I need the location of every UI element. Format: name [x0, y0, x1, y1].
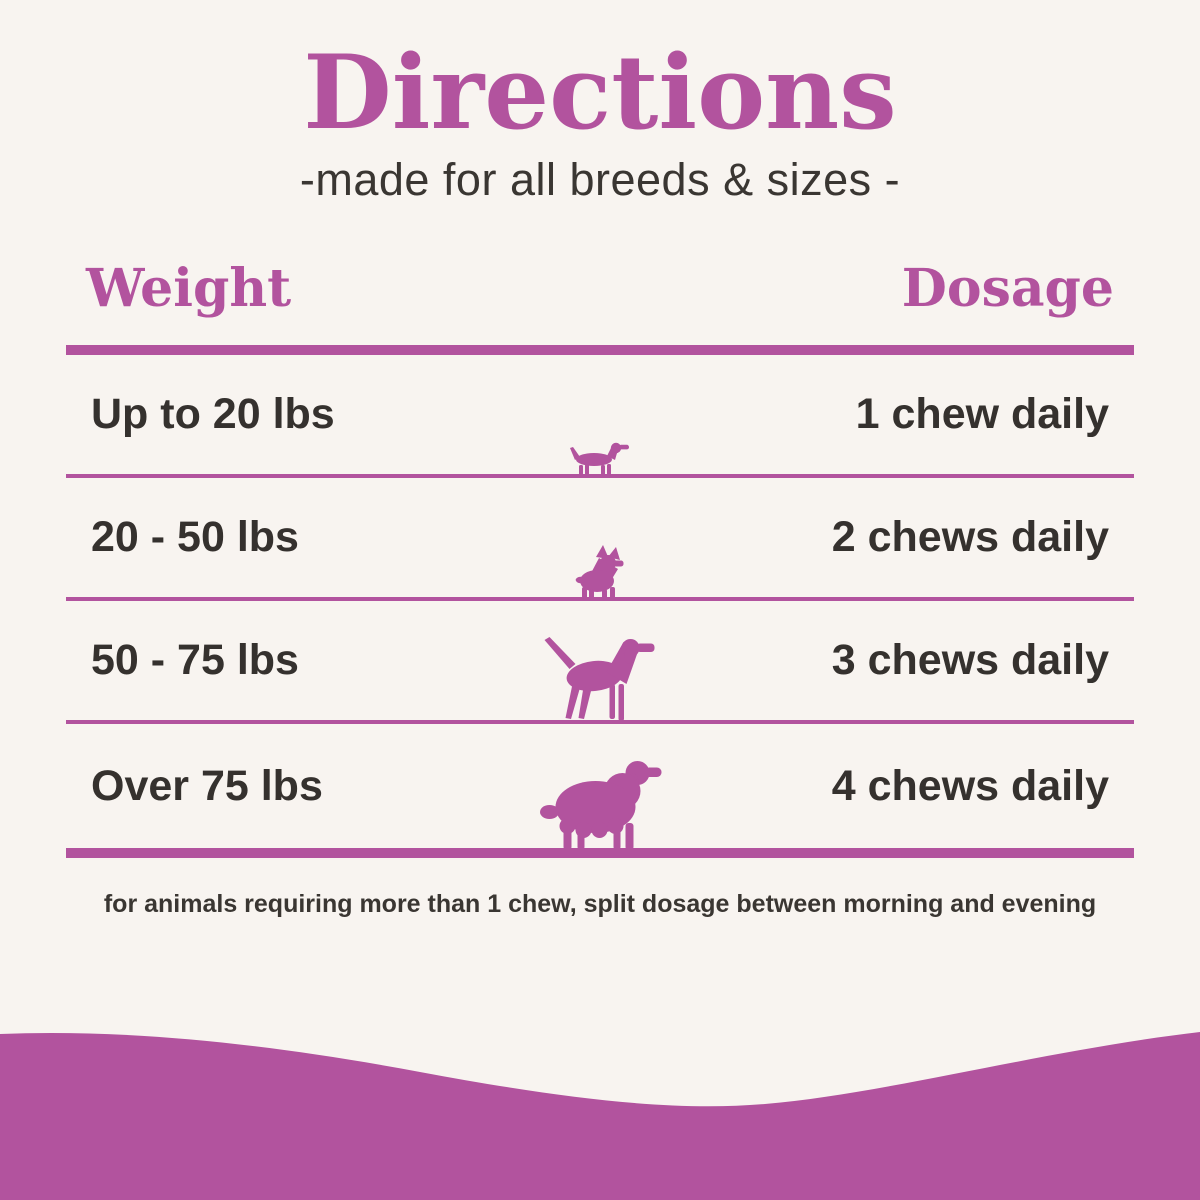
dosage-value: 2 chews daily [831, 513, 1109, 562]
dosage-table: Weight Dosage Up to 20 lbs 1 chew daily … [66, 258, 1134, 859]
weight-value: Over 75 lbs [91, 761, 323, 810]
weight-value: Up to 20 lbs [91, 390, 335, 439]
bottom-wave-decoration [0, 1032, 1200, 1200]
footnote: for animals requiring more than 1 chew, … [103, 890, 1097, 919]
dosage-value: 4 chews daily [831, 761, 1109, 810]
page-subtitle: -made for all breeds & sizes - [299, 154, 901, 206]
dachshund-icon [570, 443, 629, 476]
table-row: Up to 20 lbs 1 chew daily [66, 355, 1134, 479]
dosage-column-header: Dosage [901, 258, 1114, 320]
weight-column-header: Weight [86, 258, 292, 320]
table-row: Over 75 lbs 4 chews daily [66, 724, 1134, 851]
table-row: 50 - 75 lbs 3 chews daily [66, 601, 1134, 725]
directions-infographic: Directions -made for all breeds & sizes … [0, 33, 1200, 1200]
page-title: Directions [303, 33, 897, 153]
fluffy-dog-icon [540, 761, 662, 851]
table-row: 20 - 50 lbs 2 chews daily [66, 478, 1134, 602]
dosage-value: 1 chew daily [855, 390, 1109, 439]
pointer-dog-icon [544, 637, 655, 722]
dosage-value: 3 chews daily [831, 636, 1109, 685]
weight-value: 20 - 50 lbs [91, 513, 299, 562]
table-bottom-rule [66, 848, 1134, 859]
corgi-icon [575, 545, 624, 600]
weight-value: 50 - 75 lbs [91, 636, 299, 685]
table-header-row: Weight Dosage [66, 258, 1134, 319]
table-top-rule [66, 345, 1134, 356]
